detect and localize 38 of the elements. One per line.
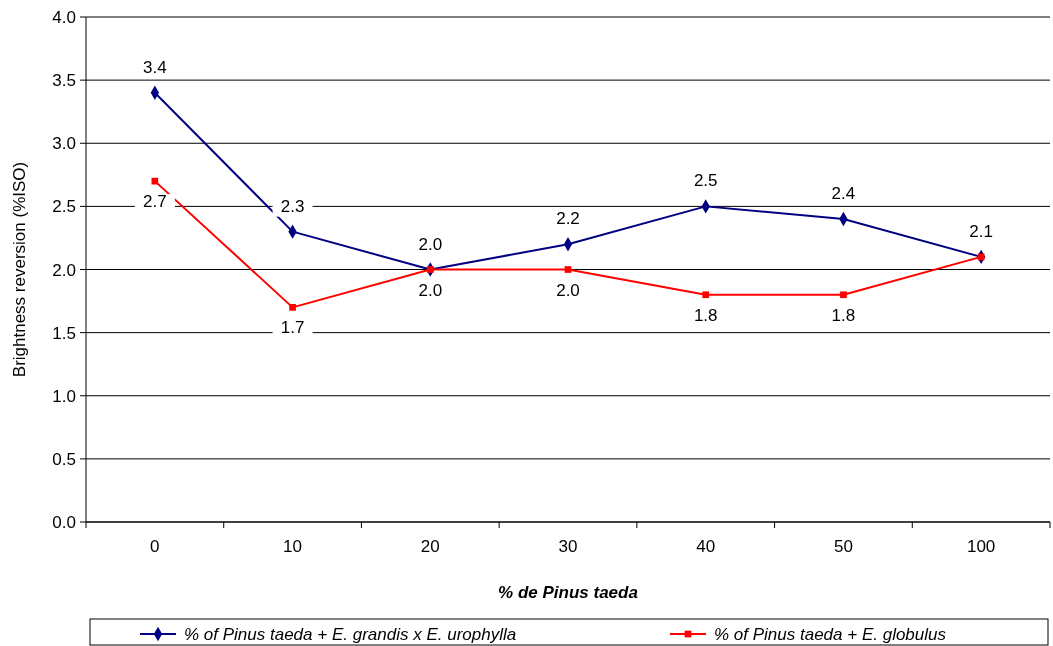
y-tick-label: 3.5 xyxy=(52,71,76,91)
data-label: 2.2 xyxy=(556,209,580,229)
x-axis-title: % de Pinus taeda xyxy=(498,583,638,602)
data-label: 2.3 xyxy=(280,196,305,216)
x-tick-label: 20 xyxy=(420,537,440,556)
data-label: 2.7 xyxy=(143,192,167,212)
x-tick-label: 40 xyxy=(696,537,716,556)
data-label: 1.8 xyxy=(831,305,856,325)
x-tick-label: 50 xyxy=(833,537,853,556)
legend-label: % of Pinus taeda + E. globulus xyxy=(714,625,947,644)
y-tick-label: 4.0 xyxy=(52,8,76,27)
y-tick-label: 0.5 xyxy=(52,449,76,469)
x-tick-label: 0 xyxy=(150,537,160,556)
data-label: 3.4 xyxy=(143,57,167,77)
data-label: 1.8 xyxy=(693,305,718,325)
point xyxy=(289,304,296,311)
y-tick-label: 1.5 xyxy=(52,323,76,343)
y-tick-label: 0.0 xyxy=(52,513,76,532)
data-label: 1.7 xyxy=(280,318,305,338)
point xyxy=(564,266,572,273)
y-tick-label: 1.0 xyxy=(52,386,76,406)
x-tick-label: 10 xyxy=(283,537,303,556)
point xyxy=(840,291,847,299)
x-tick-label: 30 xyxy=(558,537,578,556)
data-label: 2.0 xyxy=(556,280,580,300)
y-axis-title: Brightness reversion (%ISO) xyxy=(10,161,29,378)
data-label: 2.0 xyxy=(418,280,443,300)
y-tick-label: 2.0 xyxy=(52,260,76,280)
data-label: 2.5 xyxy=(693,171,718,191)
data-label: 2.0 xyxy=(418,234,443,254)
point xyxy=(426,266,434,273)
y-tick-label: 2.5 xyxy=(52,197,76,217)
point xyxy=(702,291,710,299)
y-tick-label: 3.0 xyxy=(52,134,76,154)
data-label: 2.4 xyxy=(831,184,856,203)
data-label: 2.1 xyxy=(969,221,993,241)
legend-label: % of Pinus taeda + E. grandis x E. urophylla xyxy=(184,625,517,644)
x-tick-label: 100 xyxy=(966,537,996,556)
